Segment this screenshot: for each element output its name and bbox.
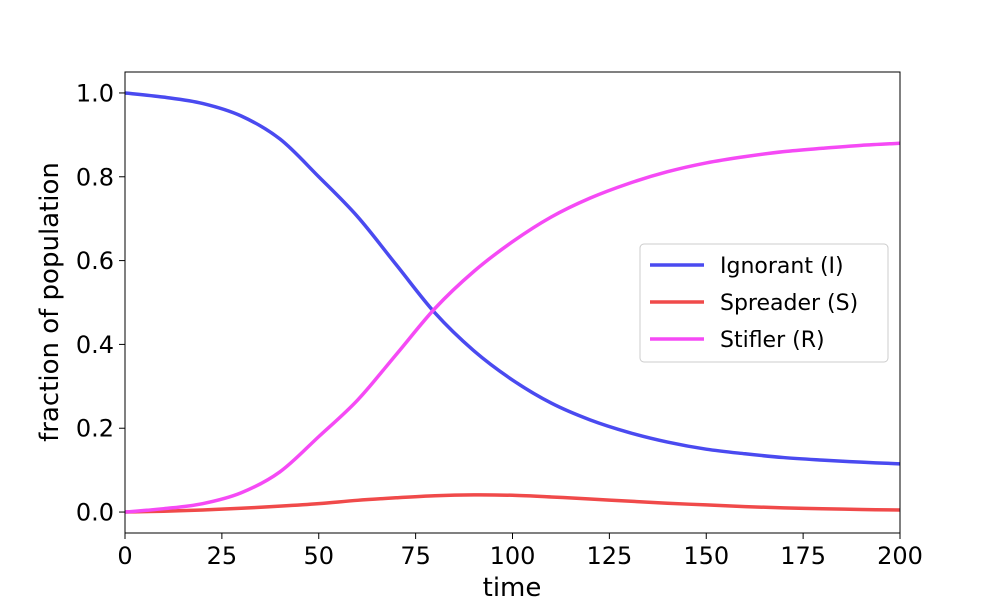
x-tick-label: 100	[490, 542, 536, 570]
legend: Ignorant (I) Spreader (S) Stifler (R)	[639, 243, 889, 363]
x-tick-label: 25	[207, 542, 238, 570]
x-tick-label: 150	[683, 542, 729, 570]
y-axis-title: fraction of population	[35, 162, 65, 442]
x-tick-label: 175	[780, 542, 826, 570]
y-tick-label: 0.8	[76, 163, 114, 191]
y-tick-label: 0.0	[76, 499, 114, 527]
x-tick-label: 0	[117, 542, 132, 570]
x-tick-label: 125	[586, 542, 632, 570]
x-tick-label: 200	[877, 542, 923, 570]
y-axis-ticks: 0.0 0.2 0.4 0.6 0.8 1.0	[76, 79, 125, 527]
y-tick-label: 0.6	[76, 247, 114, 275]
plot-frame	[124, 71, 901, 534]
y-tick-label: 1.0	[76, 79, 114, 107]
legend-box	[639, 243, 889, 363]
series-line-2	[124, 141, 901, 514]
x-axis-ticks: 0 25 50 75 100 125 150 175 200	[117, 533, 923, 570]
legend-label: Spreader (S)	[720, 291, 858, 316]
series-line-0	[124, 91, 901, 466]
x-tick-label: 50	[303, 542, 334, 570]
legend-label: Stifler (R)	[720, 328, 825, 353]
series-line-1	[124, 493, 901, 514]
x-axis-title: time	[483, 573, 542, 600]
y-tick-label: 0.4	[76, 331, 114, 359]
y-tick-label: 0.2	[76, 415, 114, 443]
series-layer	[124, 91, 901, 514]
legend-label: Ignorant (I)	[720, 254, 844, 279]
x-tick-label: 75	[400, 542, 431, 570]
